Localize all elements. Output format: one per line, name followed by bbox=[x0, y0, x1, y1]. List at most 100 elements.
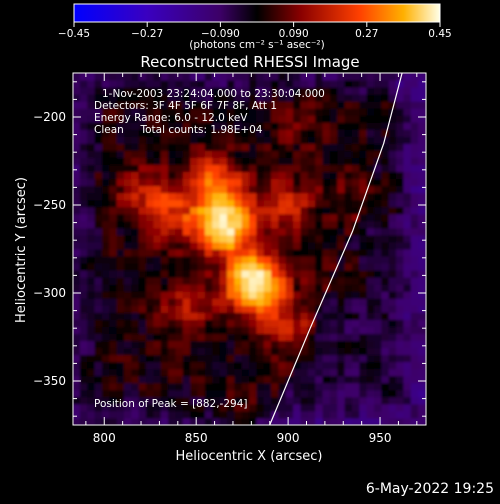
heatmap-cell bbox=[212, 241, 221, 250]
heatmap-cell bbox=[300, 73, 309, 81]
heatmap-cell bbox=[241, 290, 250, 299]
heatmap-cell bbox=[351, 382, 361, 391]
heatmap-cell bbox=[138, 248, 148, 257]
heatmap-cell bbox=[146, 79, 155, 88]
heatmap-cell bbox=[219, 171, 228, 180]
heatmap-cell bbox=[219, 156, 228, 166]
heatmap-cell bbox=[351, 220, 361, 229]
heatmap-cell bbox=[153, 255, 162, 264]
heatmap-cell bbox=[131, 93, 140, 102]
heatmap-cell bbox=[249, 164, 258, 173]
heatmap-cell bbox=[87, 114, 96, 123]
heatmap-cell bbox=[322, 382, 331, 391]
heatmap-cell bbox=[418, 304, 426, 313]
heatmap-cell bbox=[418, 107, 426, 116]
heatmap-cell bbox=[109, 368, 118, 377]
heatmap-cell bbox=[315, 164, 324, 173]
heatmap-cell bbox=[278, 361, 287, 370]
heatmap-cell bbox=[307, 325, 317, 334]
heatmap-cell bbox=[337, 156, 346, 166]
heatmap-cell bbox=[212, 304, 221, 313]
heatmap-cell bbox=[87, 86, 96, 95]
heatmap-cell bbox=[123, 121, 133, 130]
colorbar-tick-label: −0.45 bbox=[58, 28, 90, 40]
heatmap-cell bbox=[168, 304, 177, 313]
heatmap-cell bbox=[359, 171, 368, 180]
heatmap-cell bbox=[212, 93, 221, 102]
heatmap-cell bbox=[366, 171, 376, 180]
heatmap-cell bbox=[153, 382, 162, 391]
heatmap-cell bbox=[329, 375, 339, 384]
heatmap-cell bbox=[278, 297, 287, 306]
heatmap-cell bbox=[182, 164, 192, 173]
heatmap-cell bbox=[79, 142, 89, 151]
heatmap-cell bbox=[168, 382, 177, 391]
heatmap-cell bbox=[263, 325, 273, 334]
heatmap-cell bbox=[131, 79, 140, 88]
heatmap-cell bbox=[234, 220, 243, 229]
heatmap-cell bbox=[337, 318, 346, 327]
heatmap-cell bbox=[234, 361, 243, 370]
heatmap-cell bbox=[101, 100, 111, 109]
heatmap-cell bbox=[344, 417, 353, 425]
heatmap-cell bbox=[153, 354, 162, 363]
colorbar-tick-label: 0.45 bbox=[428, 28, 451, 40]
heatmap-cell bbox=[418, 361, 426, 370]
heatmap-cell bbox=[226, 93, 236, 102]
heatmap-cell bbox=[388, 311, 398, 320]
heatmap-cell bbox=[138, 227, 148, 236]
heatmap-cell bbox=[329, 79, 339, 88]
heatmap-cell bbox=[234, 389, 243, 398]
heatmap-cell bbox=[315, 269, 324, 278]
heatmap-cell bbox=[344, 354, 353, 363]
heatmap-cell bbox=[116, 255, 125, 264]
heatmap-cell bbox=[315, 241, 324, 250]
heatmap-cell bbox=[271, 171, 280, 180]
heatmap-cell bbox=[219, 213, 228, 222]
heatmap-cell bbox=[109, 142, 118, 151]
heatmap-cell bbox=[138, 79, 148, 88]
heatmap-cell bbox=[87, 227, 96, 236]
heatmap-cell bbox=[234, 283, 243, 292]
heatmap-cell bbox=[204, 375, 214, 384]
heatmap-cell bbox=[285, 403, 295, 412]
heatmap-cell bbox=[153, 93, 162, 102]
heatmap-cell bbox=[359, 79, 368, 88]
heatmap-cell bbox=[160, 93, 170, 102]
heatmap-cell bbox=[204, 255, 214, 264]
heatmap-cell bbox=[307, 269, 317, 278]
heatmap-cell bbox=[219, 149, 228, 158]
heatmap-cell bbox=[322, 389, 331, 398]
heatmap-cell bbox=[337, 269, 346, 278]
heatmap-cell bbox=[109, 135, 118, 144]
heatmap-cell bbox=[351, 114, 361, 123]
heatmap-cell bbox=[73, 234, 81, 243]
heatmap-cell bbox=[396, 73, 405, 81]
heatmap-cell bbox=[315, 262, 324, 271]
heatmap-cell bbox=[293, 325, 302, 334]
heatmap-cell bbox=[204, 318, 214, 327]
heatmap-cell bbox=[271, 241, 280, 250]
heatmap-cell bbox=[249, 347, 258, 356]
heatmap-cell bbox=[175, 73, 184, 81]
heatmap-cell bbox=[168, 135, 177, 144]
colorbar-tick-label: 0.090 bbox=[279, 28, 309, 40]
heatmap-cell bbox=[241, 149, 250, 158]
heatmap-cell bbox=[351, 100, 361, 109]
heatmap-cell bbox=[87, 241, 96, 250]
heatmap-cell bbox=[234, 375, 243, 384]
chart-title: Reconstructed RHESSI Image bbox=[140, 53, 359, 71]
heatmap-cell bbox=[366, 135, 376, 144]
heatmap-cell bbox=[94, 241, 103, 250]
heatmap-cell bbox=[293, 107, 302, 116]
heatmap-cell bbox=[138, 368, 148, 377]
heatmap-cell bbox=[410, 199, 420, 208]
heatmap-cell bbox=[212, 368, 221, 377]
heatmap-cell bbox=[79, 227, 89, 236]
heatmap-cell bbox=[381, 171, 390, 180]
heatmap-cell bbox=[138, 199, 148, 208]
heatmap-cell bbox=[410, 389, 420, 398]
heatmap-cell bbox=[241, 417, 250, 425]
heatmap-cell bbox=[94, 178, 103, 187]
heatmap-cell bbox=[256, 297, 265, 306]
